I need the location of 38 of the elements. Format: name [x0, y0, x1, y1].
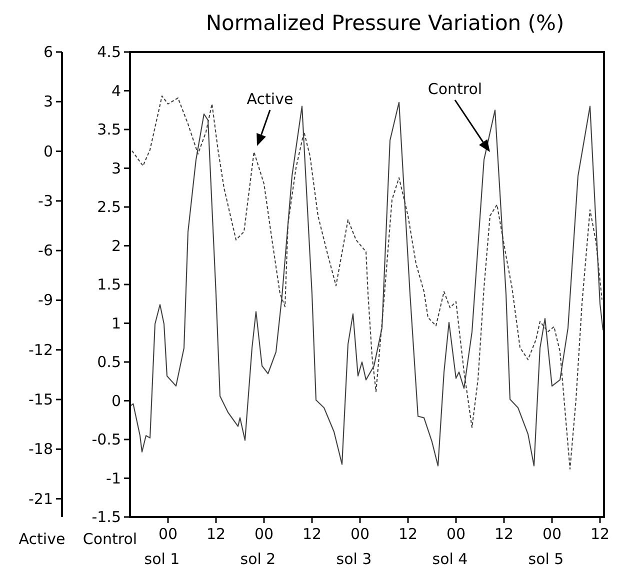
y2-tick-label: -18 [28, 440, 53, 458]
x-tick-label: 12 [398, 525, 418, 543]
y-tick-label: 4 [111, 82, 121, 100]
x-tick-label: 12 [590, 525, 610, 543]
y-tick-label: 1.5 [97, 276, 121, 294]
y2-tick-label: -9 [38, 291, 53, 310]
y-tick-label: 3.5 [97, 120, 121, 138]
y-tick-label: 2.5 [97, 198, 121, 216]
y2-tick-label: -12 [28, 340, 53, 359]
y-tick-label: 0.5 [97, 353, 121, 371]
annotation: Active [246, 90, 294, 108]
y2-tick-label: 0 [43, 142, 53, 160]
y-tick-label: -0.5 [92, 430, 121, 448]
y2-tick-label: -3 [38, 192, 53, 210]
x-tick-label: 12 [302, 525, 322, 543]
y-tick-label: -1.5 [92, 508, 121, 526]
chart-title: Normalized Pressure Variation (%) [206, 11, 564, 35]
y-tick-label: -1 [106, 469, 121, 488]
annotation: Control [428, 80, 482, 98]
x-tick-label: 00 sol 5 [528, 525, 564, 568]
x-tick-label: 12 [494, 525, 514, 543]
x-tick-label: 00 sol 1 [144, 525, 180, 568]
x-tick-label: 00 sol 4 [432, 525, 468, 568]
y-axis-title: Control [82, 530, 138, 548]
y-tick-label: 3 [111, 159, 121, 178]
y2-tick-label: -15 [28, 390, 53, 409]
y2-tick-label: 3 [43, 92, 53, 111]
y-tick-label: 0 [111, 392, 121, 410]
y-tick-label: 1 [111, 314, 121, 332]
y2-tick-label: -21 [28, 490, 53, 508]
y2-tick-label: 6 [43, 43, 53, 61]
y2-tick-label: -6 [38, 242, 53, 260]
x-tick-label: 00 sol 2 [240, 525, 276, 568]
x-tick-label: 12 [206, 525, 226, 543]
y2-axis-title: Active [18, 530, 66, 548]
y-tick-label: 2 [111, 236, 121, 255]
x-tick-label: 00 sol 3 [336, 525, 372, 568]
y-tick-label: 4.5 [97, 43, 121, 61]
